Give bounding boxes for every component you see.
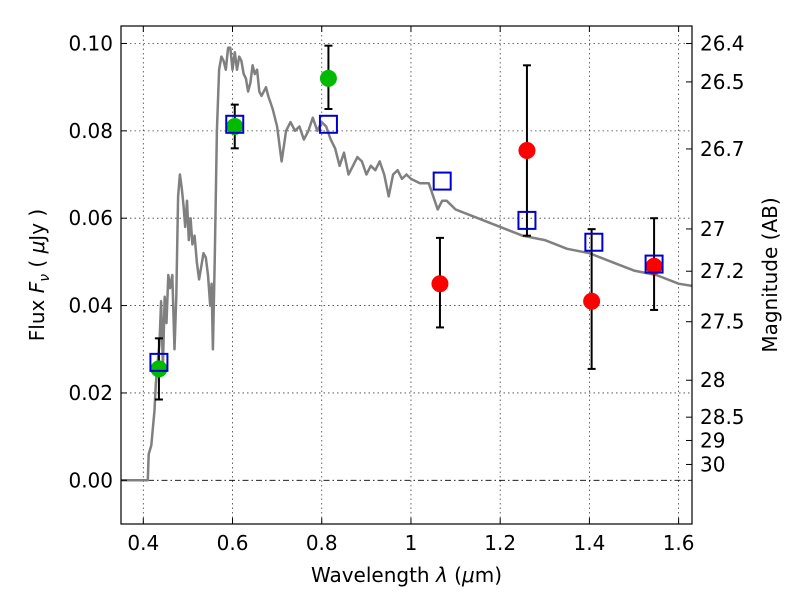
- x-tick-label: 1: [405, 531, 418, 555]
- y2-tick-label: 29: [700, 428, 725, 452]
- y-axis-title: Flux Fν ( μJy ): [25, 209, 53, 341]
- y2-tick-label: 28: [700, 368, 725, 392]
- green-data-point: [319, 69, 337, 87]
- model-square-point: [432, 171, 452, 191]
- x-axis-title: Wavelength λ (μm): [311, 563, 502, 587]
- y2-tick-label: 27.5: [700, 310, 745, 334]
- y-tick-label: 0.06: [68, 206, 113, 230]
- model-spectrum-line: [121, 46, 692, 482]
- y2-tick-label: 28.5: [700, 405, 745, 429]
- y2-axis-title: Magnitude (AB): [758, 197, 782, 352]
- y2-tick-label: 26.4: [700, 31, 745, 55]
- model-square-point: [225, 114, 245, 134]
- y-tick-label: 0.10: [68, 31, 113, 55]
- plot-frame: [120, 25, 693, 525]
- y2-tick-label: 27: [700, 217, 725, 241]
- x-tick-label: 1.2: [484, 531, 516, 555]
- axis-ticks: [121, 26, 692, 524]
- red-data-point: [431, 275, 449, 293]
- x-tick-label: 0.8: [306, 531, 338, 555]
- model-square-point: [149, 352, 169, 372]
- tick-labels: 0.4 0.6 0.8 1 1.2 1.4 1.6 0.00 0.02 0.04 0.06 0.08 0…: [68, 31, 744, 555]
- x-tick-label: 1.4: [573, 531, 605, 555]
- y2-tick-label: 26.5: [700, 70, 745, 94]
- model-square-point: [517, 210, 537, 230]
- y2-tick-label: 26.7: [700, 137, 745, 161]
- y2-tick-label: 30: [700, 452, 725, 476]
- y-tick-label: 0.04: [68, 294, 113, 318]
- y-tick-label: 0.08: [68, 119, 113, 143]
- model-square-point: [318, 114, 338, 134]
- model-square-point: [584, 232, 604, 252]
- green-data-point: [150, 360, 168, 378]
- red-data-point: [518, 142, 536, 159]
- x-tick-label: 0.6: [217, 531, 249, 555]
- model-square-point: [644, 254, 664, 274]
- y2-tick-label: 27.2: [700, 259, 745, 283]
- x-tick-label: 1.6: [663, 531, 695, 555]
- y-tick-label: 0.02: [68, 381, 113, 405]
- x-tick-label: 0.4: [127, 531, 159, 555]
- y-tick-label: 0.00: [68, 468, 113, 492]
- plot-area: [121, 44, 692, 482]
- red-data-point: [583, 292, 601, 310]
- grid: [121, 26, 692, 524]
